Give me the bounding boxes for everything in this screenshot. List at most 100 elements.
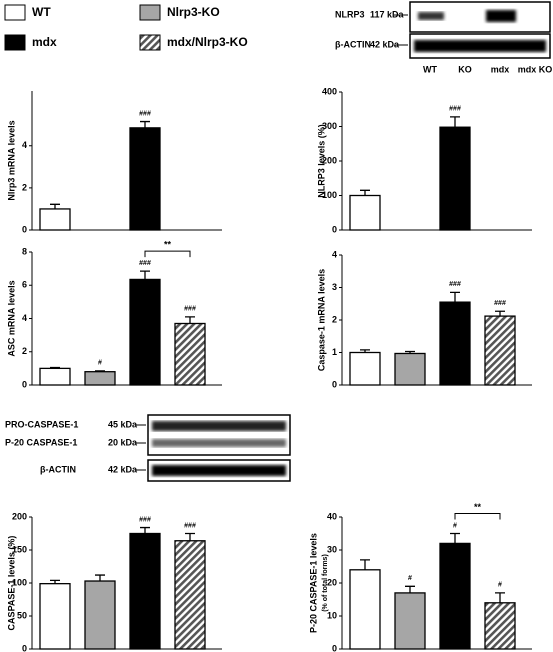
blot-label: P-20 CASPASE-1 [5, 437, 77, 447]
error-bar [95, 370, 105, 372]
y-tick-label: 2 [22, 346, 27, 356]
y-tick-label: 50 [17, 610, 27, 620]
significance: # [408, 575, 412, 582]
error-bar [50, 203, 60, 209]
error-bar [140, 120, 150, 128]
bar [129, 278, 161, 386]
bar [39, 367, 71, 386]
y-axis-label: NLRP3 levels (%) [316, 124, 326, 198]
y-tick-label: 0 [332, 379, 337, 389]
y-tick-label: 10 [327, 610, 337, 620]
legend-label: mdx/Nlrp3-KO [167, 35, 248, 49]
bar [174, 322, 206, 386]
y-tick-label: 0 [22, 379, 27, 389]
y-tick-label: 200 [322, 155, 337, 165]
error-bar [450, 116, 460, 128]
y-tick-label: 0 [332, 224, 337, 234]
lane-label: WT [423, 64, 437, 74]
y-tick-label: 2 [332, 314, 337, 324]
y-tick-label: 0 [22, 643, 27, 652]
bar [349, 351, 381, 386]
significance: ### [494, 300, 506, 307]
y-tick-label: 400 [322, 86, 337, 96]
y-tick-label: 2 [22, 182, 27, 192]
bracket [144, 250, 191, 258]
y-tick-label: 40 [327, 511, 337, 521]
blot-kda: 117 kDa [370, 9, 405, 19]
error-bar [405, 585, 415, 593]
blot-label: NLRP3 [335, 9, 365, 19]
blot-label: β-ACTIN [40, 464, 76, 474]
blot-kda: 42 kDa [370, 39, 400, 49]
lane-label: KO [458, 64, 472, 74]
bar [39, 583, 71, 650]
significance: ### [139, 516, 151, 523]
error-bar [405, 350, 415, 354]
y-tick-label: 30 [327, 544, 337, 554]
bracket-label: ** [474, 502, 482, 512]
error-bar [495, 310, 505, 317]
bar [439, 126, 471, 231]
bar [39, 208, 71, 231]
error-bar [140, 270, 150, 280]
error-bar [360, 559, 370, 570]
blot-kda: 20 kDa [108, 437, 138, 447]
legend-label: mdx [32, 35, 57, 49]
blot-label: β-ACTIN [335, 39, 371, 49]
y-tick-label: 1 [332, 347, 337, 357]
blot-kda: 45 kDa [108, 419, 138, 429]
legend-label: WT [32, 5, 51, 19]
y-tick-label: 3 [332, 282, 337, 292]
y-axis-label: ASC mRNA levels [6, 280, 16, 356]
blot-kda: 42 kDa [108, 464, 138, 474]
bar [484, 602, 516, 650]
significance: ### [449, 281, 461, 288]
bar [394, 352, 426, 386]
blot-label: PRO-CASPASE-1 [5, 419, 78, 429]
error-bar [185, 532, 195, 541]
y-tick-label: 4 [22, 140, 27, 150]
bar [129, 532, 161, 650]
error-bar [450, 291, 460, 303]
bar [84, 371, 116, 386]
bar [439, 301, 471, 386]
significance: ### [184, 522, 196, 529]
y-axis-label: CASPASE-1 levels (%) [6, 536, 16, 631]
error-bar [95, 574, 105, 582]
y-tick-label: 0 [22, 224, 27, 234]
error-bar [140, 526, 150, 534]
bar [349, 569, 381, 650]
error-bar [360, 189, 370, 196]
significance: # [498, 582, 502, 589]
y-tick-label: 300 [322, 121, 337, 131]
y-tick-label: 4 [22, 313, 27, 323]
y-tick-label: 20 [327, 577, 337, 587]
error-bar [495, 592, 505, 603]
bar [129, 127, 161, 231]
bar [484, 315, 516, 386]
blot-mid [136, 414, 291, 482]
y-tick-label: 4 [332, 249, 337, 259]
significance: ### [139, 110, 151, 117]
legend-label: Nlrp3-KO [167, 5, 220, 19]
lane-label: mdx KO [518, 64, 553, 74]
y-tick-label: 8 [22, 246, 27, 256]
significance: ### [184, 306, 196, 313]
bar [174, 540, 206, 650]
lane-label: mdx [491, 64, 510, 74]
y-tick-label: 200 [12, 511, 27, 521]
legend-swatch [4, 4, 26, 21]
bar [84, 580, 116, 650]
y-axis-label: Caspase-1 mRNA levels [316, 269, 326, 371]
error-bar [50, 366, 60, 369]
legend-swatch [4, 34, 26, 51]
y-axis-label: P-20 CASPASE-1 levels [308, 533, 318, 633]
y-tick-label: 100 [12, 577, 27, 587]
legend-swatch [139, 4, 161, 21]
error-bar [360, 349, 370, 353]
error-bar [185, 316, 195, 324]
y-axis-label: Nlrp3 mRNA levels [6, 120, 16, 200]
y-tick-label: 6 [22, 280, 27, 290]
bar [394, 592, 426, 650]
